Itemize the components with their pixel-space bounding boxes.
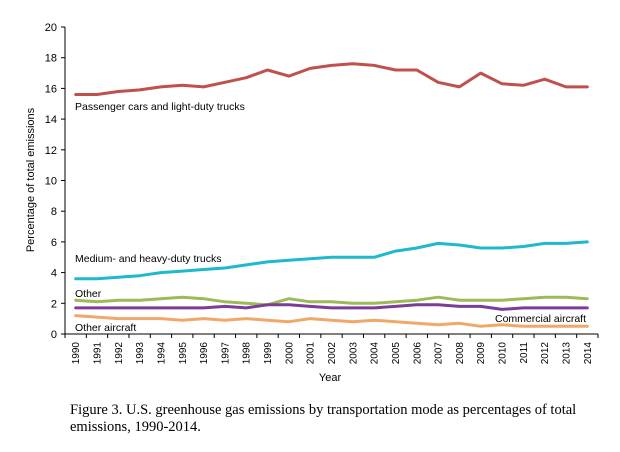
x-tick-label: 1995 (178, 342, 189, 365)
y-tick-label: 8 (51, 206, 57, 218)
x-tick-label: 2009 (476, 342, 487, 365)
x-tick-label: 2010 (498, 342, 509, 365)
x-tick-label: 1991 (92, 342, 103, 365)
x-tick-label: 1994 (156, 342, 167, 365)
series-labels: Passenger cars and light-duty trucks Medi… (75, 101, 586, 334)
y-tick-label: 4 (51, 268, 57, 280)
x-tick-label: 2002 (327, 342, 338, 365)
x-tick-label: 2007 (434, 342, 445, 365)
series-line (74, 303, 589, 311)
x-tick-label: 2000 (284, 342, 295, 365)
y-tick-label: 12 (45, 145, 57, 157)
y-tick-label: 18 (45, 53, 57, 65)
x-tick-label: 2011 (519, 342, 530, 364)
series-label: Other aircraft (75, 322, 136, 334)
series-label: Commercial aircraft (495, 313, 586, 325)
y-tick-label: 10 (45, 176, 57, 188)
series-lines (74, 62, 589, 328)
series-label: Medium- and heavy-duty trucks (75, 253, 221, 265)
series-label: Passenger cars and light-duty trucks (75, 101, 245, 113)
series-label: Other (75, 288, 102, 300)
y-tick-label: 2 (51, 298, 57, 310)
x-tick-label: 1996 (199, 342, 210, 365)
x-tick-label: 1990 (71, 342, 82, 365)
x-axis: 1990 1991 1992 1993 1994 1995 1996 1997 1998 1999… (64, 333, 599, 365)
x-tick-label: 1992 (114, 342, 125, 365)
x-tick-label: 2008 (455, 342, 466, 365)
y-axis: 0 2 4 6 8 10 12 14 16 18 20 (45, 22, 66, 341)
x-tick-label: 2003 (348, 342, 359, 365)
x-tick-label: 1998 (242, 342, 253, 365)
x-tick-label: 1997 (220, 342, 231, 365)
x-tick-label: 2013 (562, 342, 573, 365)
x-tick-label: 2004 (370, 342, 381, 365)
x-tick-label: 1999 (263, 342, 274, 365)
x-tick-label: 2006 (412, 342, 423, 365)
y-tick-label: 6 (51, 237, 57, 249)
y-axis-title: Percentage of total emissions (25, 107, 37, 252)
y-tick-label: 0 (51, 329, 57, 341)
y-tick-label: 14 (45, 114, 57, 126)
series-line (74, 295, 589, 307)
series-line (74, 240, 589, 281)
series-line (74, 314, 589, 328)
figure-caption: Figure 3. U.S. greenhouse gas emissions … (70, 402, 577, 435)
y-tick-label: 20 (45, 22, 57, 34)
x-tick-label: 2014 (583, 342, 594, 365)
y-tick-label: 16 (45, 83, 57, 95)
x-tick-label: 2012 (540, 342, 551, 365)
series-line (74, 62, 589, 96)
x-tick-label: 2001 (306, 342, 317, 365)
x-axis-title: Year (319, 372, 342, 384)
x-tick-label: 2005 (391, 342, 402, 365)
x-tick-label: 1993 (135, 342, 146, 365)
